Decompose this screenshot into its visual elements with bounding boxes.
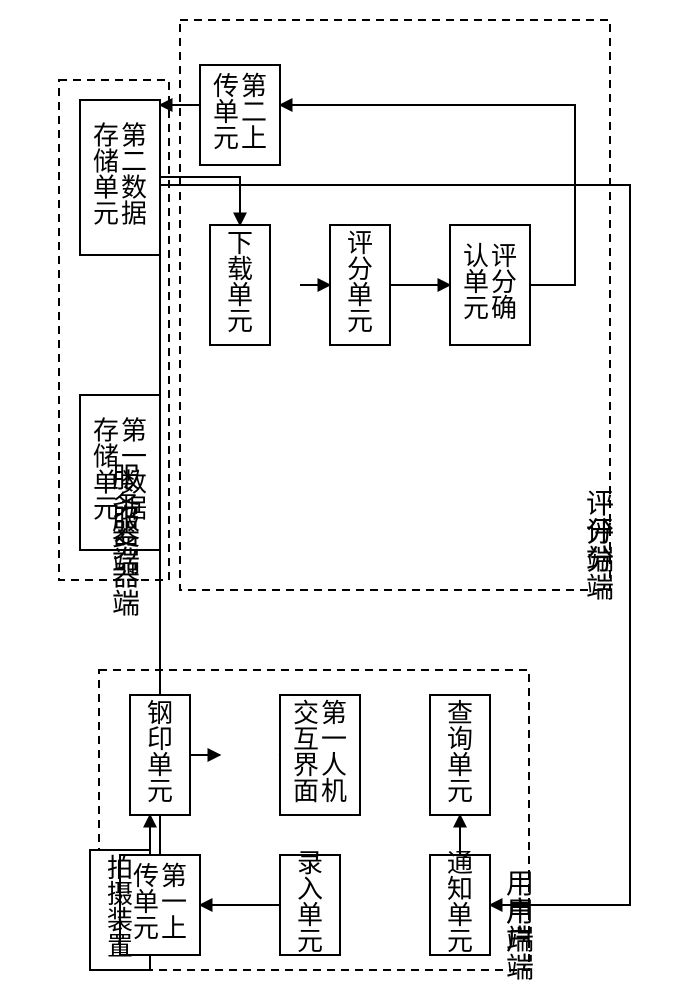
node-camera-label: 拍摄装置 [107, 854, 133, 961]
group-scoring-label: 评分端 [586, 489, 614, 576]
node-upload2-label: 传单元 [213, 72, 239, 153]
group-client-label: 用户端 [506, 869, 534, 956]
node-confirm-label: 认单元 [463, 242, 489, 323]
node-store2-label: 存储单元 [93, 121, 119, 228]
node-stamp-label: 钢印单元 [147, 699, 173, 806]
group-server-label: 服务器端 [112, 463, 140, 578]
node-score-label: 评分单元 [347, 229, 373, 336]
node-upload1-label: 传单元 [133, 862, 159, 943]
node-hmi-label: 第一人机 [321, 699, 347, 806]
node-confirm-label: 评分确 [491, 242, 517, 323]
node-hmi-label: 交互界面 [293, 699, 319, 806]
node-upload1-label: 第一上 [161, 862, 187, 943]
node-notify-label: 通知单元 [447, 849, 473, 956]
node-download-label: 下载单元 [227, 229, 253, 336]
node-query-label: 查询单元 [447, 699, 473, 806]
node-upload2-label: 第二上 [241, 72, 267, 153]
node-store2-label: 第二数据 [121, 121, 147, 228]
flowchart-canvas: 拍摄装置钢印单元第一人机交互界面查询单元第一上传单元录入单元通知单元第一数据存储… [0, 0, 691, 1000]
node-input-label: 录入单元 [297, 849, 323, 956]
